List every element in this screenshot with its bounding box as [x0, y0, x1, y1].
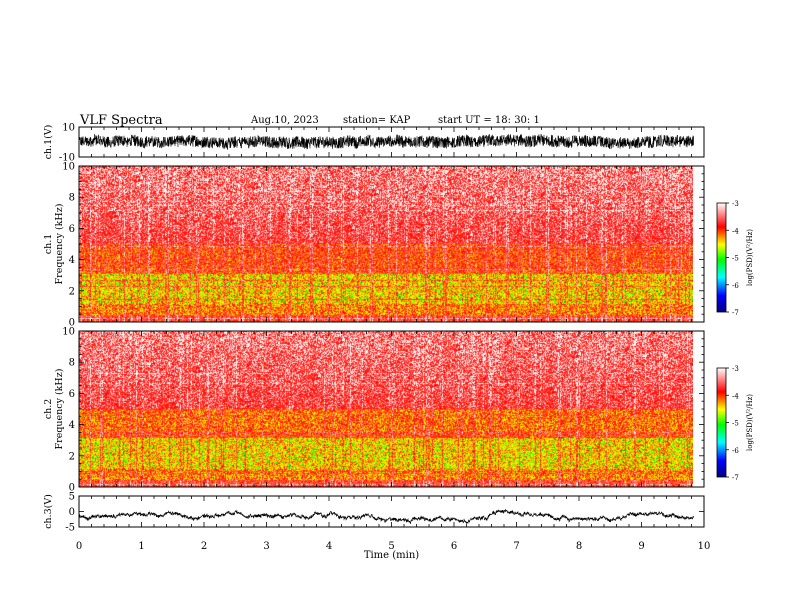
ch1-waveform-line	[78, 133, 694, 150]
station-label: station= KAP	[343, 115, 411, 126]
ch2-spectrogram-y-tick-label: 6	[69, 389, 75, 400]
ch2-colorbar	[716, 367, 727, 478]
x-tick-label: 8	[576, 541, 582, 552]
x-tick-label: 4	[326, 541, 332, 552]
ch3-waveform-y-tick-label: 5	[69, 492, 75, 503]
colorbar-tick-label: -6	[732, 282, 739, 290]
colorbar-tick-label: -5	[732, 255, 739, 263]
ch3-waveform-ylabel: ch.3(V)	[43, 494, 54, 529]
ch1-waveform-ylabel: ch.1(V)	[43, 125, 54, 160]
colorbar-tick-label: -7	[732, 474, 739, 482]
ch2-spectrogram-y-tick-label: 4	[69, 420, 75, 431]
colorbar-tick-label: -6	[732, 447, 739, 455]
ch3-waveform-line	[78, 509, 694, 524]
x-axis-label: Time (min)	[364, 550, 419, 561]
colorbar-label: log(PSD)(V²/Hz)	[746, 394, 754, 451]
ch2-spectrogram-y-tick-label: 0	[69, 483, 75, 494]
ch1-spectrogram-y-tick-label: 0	[69, 318, 75, 329]
ch1-waveform-y-tick-label: 10	[62, 123, 75, 134]
x-tick-label: 2	[201, 541, 207, 552]
colorbar-label: log(PSD)(V²/Hz)	[746, 229, 754, 286]
ch1-spectrogram-y-tick-label: 10	[62, 162, 75, 173]
ch1-spectrogram-y-tick-label: 4	[69, 255, 75, 266]
ch2-spectrogram-ylabel: ch.2	[43, 399, 54, 420]
start-time-label: start UT = 18: 30: 1	[438, 115, 540, 126]
ch1-spectrogram-y-tick-label: 8	[69, 193, 75, 204]
ch2-spectrogram-y-tick-label: 8	[69, 358, 75, 369]
x-tick-label: 5	[388, 541, 394, 552]
x-tick-label: 7	[513, 541, 519, 552]
ch1-colorbar	[716, 202, 727, 313]
x-tick-label: 9	[638, 541, 644, 552]
x-tick-label: 1	[138, 541, 144, 552]
ch1-spectrogram-ylabel: ch.1	[43, 234, 54, 255]
x-tick-label: 3	[263, 541, 269, 552]
colorbar-tick-label: -7	[732, 309, 739, 317]
x-tick-label: 6	[451, 541, 457, 552]
colorbar-tick-label: -5	[732, 420, 739, 428]
ch2-spectrogram-image	[79, 331, 693, 487]
ch2-spectrogram-ylabel: Frequency (kHz)	[54, 369, 65, 450]
ch1-waveform-y-tick-label: -10	[59, 153, 75, 164]
x-tick-label: 0	[76, 541, 82, 552]
ch2-spectrogram-y-tick-label: 10	[62, 327, 75, 338]
ch2-spectrogram-y-tick-label: 2	[69, 451, 75, 462]
colorbar-tick-label: -4	[732, 392, 739, 400]
colorbar-tick-label: -3	[732, 200, 739, 208]
x-tick-label: 10	[698, 541, 711, 552]
colorbar-tick-label: -3	[732, 365, 739, 373]
ch3-waveform-y-tick-label: 0	[69, 507, 75, 518]
ch1-spectrogram-image	[79, 166, 693, 322]
ch3-waveform-y-tick-label: -5	[65, 523, 75, 534]
ch1-spectrogram-y-tick-label: 6	[69, 224, 75, 235]
date-label: Aug.10, 2023	[251, 115, 319, 126]
colorbar-tick-label: -4	[732, 227, 739, 235]
chart-title: VLF Spectra	[80, 113, 163, 128]
ch1-spectrogram-ylabel: Frequency (kHz)	[54, 204, 65, 285]
ch1-spectrogram-y-tick-label: 2	[69, 286, 75, 297]
